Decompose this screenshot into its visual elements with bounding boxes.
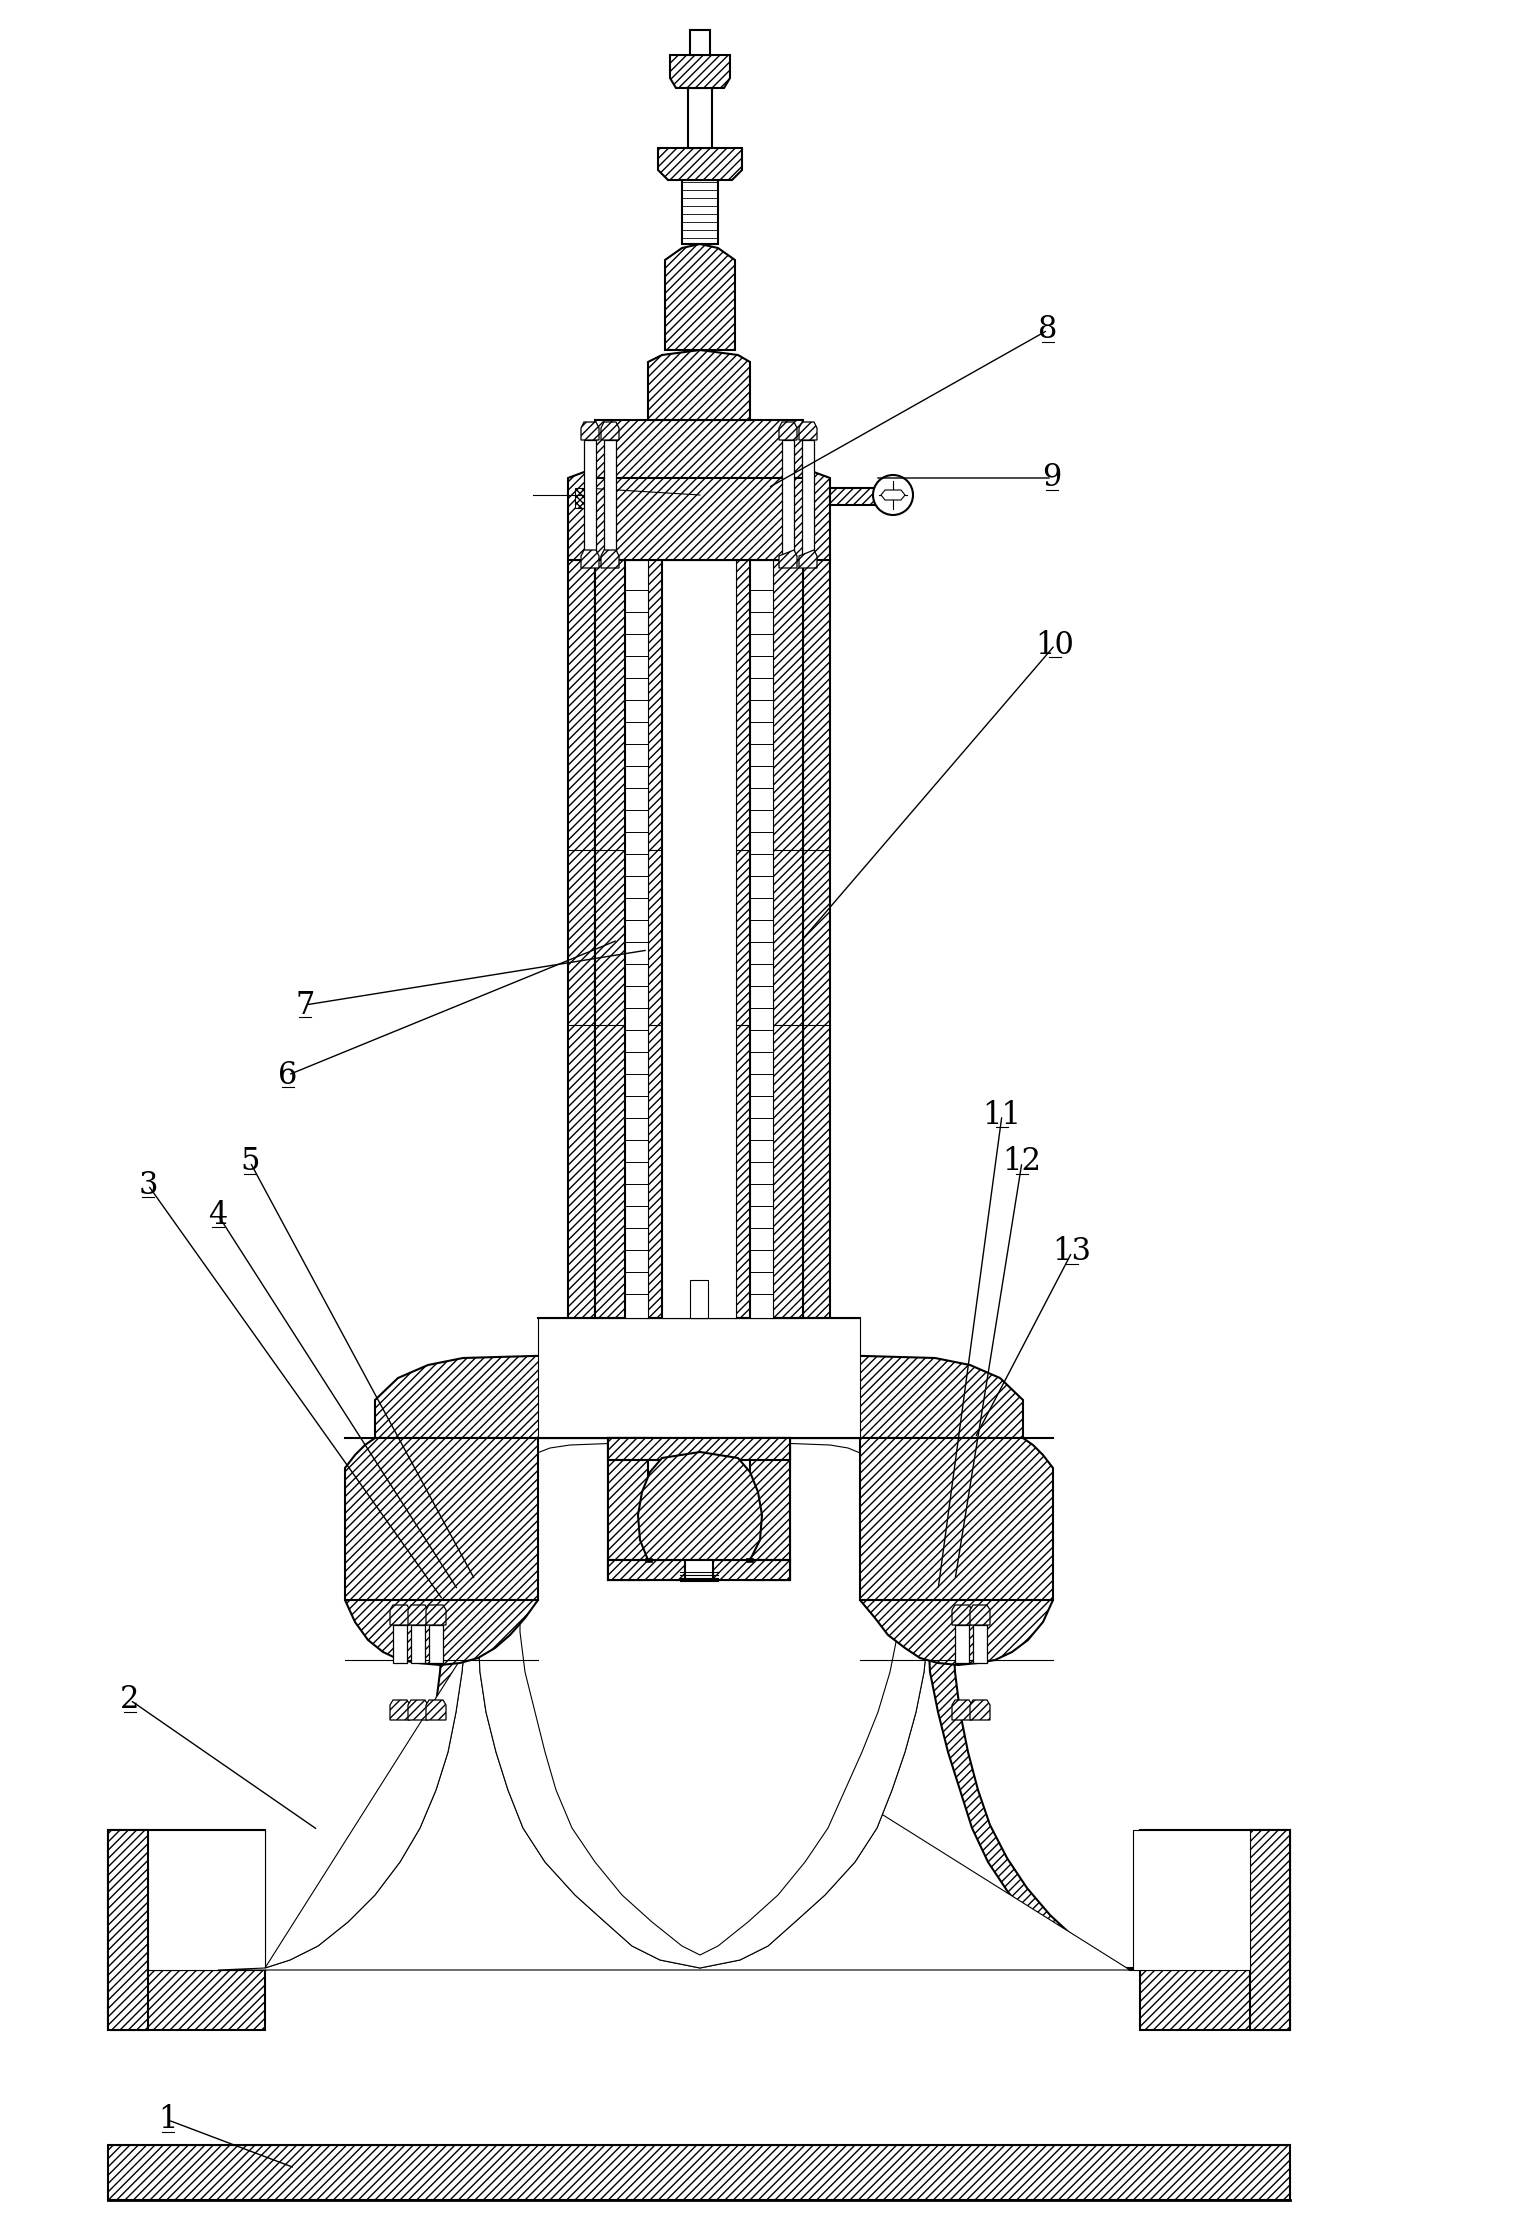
- Text: 4: 4: [209, 1199, 227, 1230]
- Polygon shape: [108, 1830, 266, 2029]
- Polygon shape: [665, 244, 736, 349]
- Polygon shape: [608, 1438, 648, 1579]
- Polygon shape: [108, 2145, 1290, 2199]
- Bar: [782, 441, 794, 559]
- Polygon shape: [594, 559, 625, 1318]
- Bar: [604, 441, 616, 559]
- Text: 6: 6: [278, 1060, 298, 1089]
- Polygon shape: [799, 423, 817, 441]
- Polygon shape: [218, 1434, 1130, 1971]
- Polygon shape: [581, 423, 599, 441]
- Polygon shape: [601, 423, 619, 441]
- Polygon shape: [346, 1438, 538, 1664]
- Bar: [955, 1624, 969, 1662]
- Bar: [690, 1280, 708, 1318]
- Polygon shape: [773, 559, 803, 1318]
- Text: 12: 12: [1003, 1148, 1041, 1177]
- Bar: [429, 1624, 442, 1662]
- Text: 13: 13: [1052, 1237, 1092, 1268]
- Polygon shape: [568, 559, 594, 1318]
- Text: 5: 5: [240, 1148, 260, 1177]
- Polygon shape: [601, 550, 619, 568]
- Polygon shape: [849, 1438, 1250, 1971]
- Bar: [147, 1830, 266, 1971]
- Bar: [972, 1624, 988, 1662]
- Polygon shape: [637, 1452, 762, 1559]
- Bar: [393, 1624, 407, 1662]
- Polygon shape: [779, 550, 797, 568]
- Polygon shape: [829, 488, 876, 506]
- Text: 8: 8: [1038, 315, 1058, 344]
- Polygon shape: [608, 1438, 790, 1579]
- Polygon shape: [645, 1557, 651, 1561]
- Bar: [750, 559, 773, 1318]
- Polygon shape: [594, 421, 803, 479]
- Polygon shape: [1250, 1830, 1290, 2029]
- Polygon shape: [390, 1604, 410, 1624]
- Polygon shape: [952, 1700, 972, 1720]
- Polygon shape: [971, 1700, 991, 1720]
- Polygon shape: [882, 490, 905, 501]
- Polygon shape: [425, 1604, 445, 1624]
- Polygon shape: [670, 56, 730, 87]
- Polygon shape: [971, 1604, 991, 1624]
- Bar: [625, 559, 648, 1318]
- Bar: [1134, 1830, 1250, 1971]
- Polygon shape: [648, 349, 750, 421]
- Polygon shape: [736, 559, 750, 1318]
- Polygon shape: [574, 488, 594, 508]
- Polygon shape: [799, 550, 817, 568]
- Bar: [682, 179, 717, 244]
- Bar: [690, 29, 710, 56]
- Polygon shape: [147, 1438, 538, 1971]
- Text: 10: 10: [1035, 629, 1075, 660]
- Polygon shape: [1140, 1830, 1290, 2029]
- Polygon shape: [375, 1318, 1023, 1438]
- Bar: [662, 559, 736, 1318]
- Polygon shape: [657, 148, 742, 179]
- Bar: [685, 1559, 713, 1579]
- Polygon shape: [581, 550, 599, 568]
- Polygon shape: [750, 1438, 790, 1579]
- Polygon shape: [608, 1438, 790, 1461]
- Polygon shape: [409, 1700, 429, 1720]
- Text: 11: 11: [983, 1101, 1021, 1130]
- Polygon shape: [568, 459, 829, 559]
- Polygon shape: [860, 1438, 1054, 1664]
- Polygon shape: [746, 1557, 753, 1561]
- Bar: [584, 441, 596, 559]
- Bar: [412, 1624, 425, 1662]
- Text: 9: 9: [1043, 463, 1061, 494]
- Text: 7: 7: [295, 989, 315, 1020]
- Bar: [688, 87, 713, 148]
- Bar: [802, 441, 814, 559]
- Text: 3: 3: [138, 1170, 158, 1201]
- Polygon shape: [608, 1559, 790, 1579]
- Text: 1: 1: [158, 2105, 178, 2136]
- Polygon shape: [425, 1700, 445, 1720]
- Polygon shape: [266, 1438, 929, 1969]
- Bar: [680, 559, 717, 1318]
- Polygon shape: [409, 1604, 429, 1624]
- Polygon shape: [108, 1830, 147, 2029]
- Polygon shape: [779, 423, 797, 441]
- Polygon shape: [803, 559, 829, 1318]
- Polygon shape: [390, 1700, 410, 1720]
- Polygon shape: [952, 1604, 972, 1624]
- Text: 2: 2: [120, 1684, 140, 1716]
- Bar: [538, 1318, 860, 1438]
- Polygon shape: [648, 559, 662, 1318]
- Circle shape: [872, 474, 912, 515]
